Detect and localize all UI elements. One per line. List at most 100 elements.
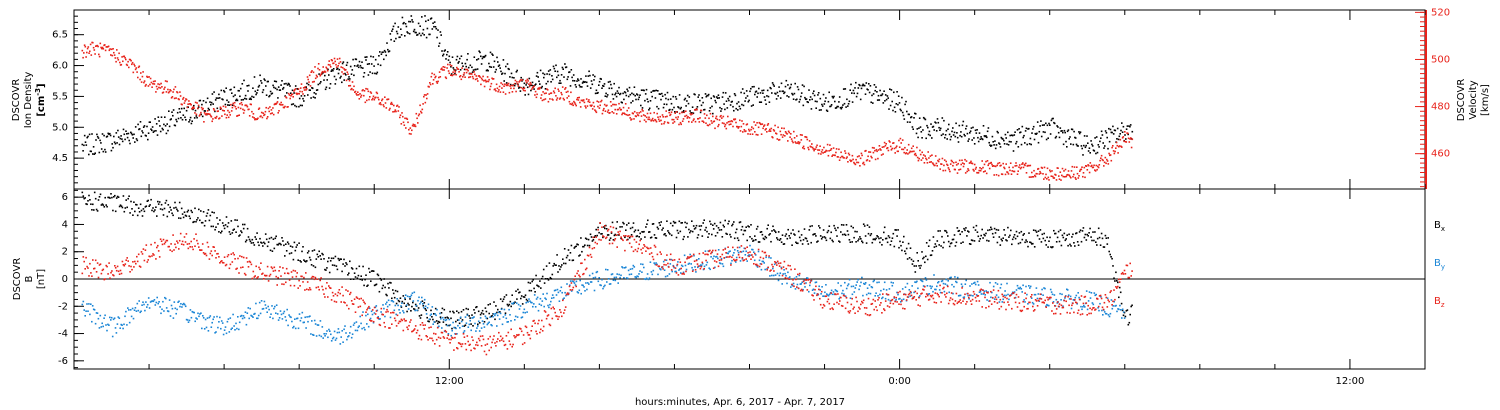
bx-series-point — [254, 236, 256, 238]
bx-series-point — [334, 255, 337, 258]
density-series-point — [183, 107, 185, 110]
by-series-point — [97, 317, 100, 320]
bx-series-point — [665, 234, 667, 237]
density-series-point — [1090, 140, 1092, 142]
bx-series-point — [771, 230, 773, 232]
bx-series-point — [358, 265, 361, 268]
by-series-point — [754, 254, 757, 256]
velocity-series-point — [917, 159, 920, 162]
velocity-series-point — [1040, 172, 1042, 175]
velocity-series-point — [719, 115, 722, 118]
bx-series-point — [699, 228, 702, 231]
bx-series-point — [920, 264, 922, 267]
density-series-point — [809, 99, 811, 101]
density-series-point — [91, 133, 93, 135]
density-series-point — [152, 131, 155, 133]
by-series-point — [298, 313, 301, 315]
bx-series-point — [956, 227, 959, 229]
by-series-point — [111, 335, 114, 338]
velocity-series-point — [689, 112, 692, 115]
by-series-point — [256, 317, 258, 320]
by-series-point — [154, 304, 157, 306]
bx-series-point — [326, 267, 328, 269]
by-series-point — [534, 306, 537, 308]
bx-series-point — [648, 231, 650, 233]
density-series-point — [656, 105, 658, 108]
by-series-point — [906, 282, 909, 285]
velocity-series-point — [1111, 146, 1113, 149]
velocity-series-point — [881, 146, 884, 148]
density-series-point — [796, 86, 799, 88]
bx-series-point — [362, 265, 364, 268]
velocity-series-point — [838, 159, 841, 161]
by-series-point — [248, 317, 250, 320]
by-series-point — [149, 301, 152, 303]
velocity-series-point — [1018, 166, 1020, 168]
velocity-series-point — [272, 113, 275, 116]
density-series-point — [694, 93, 696, 96]
velocity-series-point — [746, 123, 749, 125]
density-series-point — [1109, 128, 1112, 131]
by-series-point — [158, 301, 160, 303]
by-series-point — [726, 252, 728, 254]
velocity-series-point — [533, 85, 535, 87]
velocity-series-point — [366, 99, 368, 102]
by-series-point — [218, 321, 220, 323]
velocity-series-point — [740, 125, 743, 128]
by-series-point — [487, 322, 489, 325]
bx-series-point — [315, 258, 318, 260]
bx-series-point — [193, 220, 195, 223]
density-series-point — [912, 128, 914, 130]
by-series-point — [537, 309, 540, 312]
bx-series-point — [778, 239, 781, 241]
bx-series-point — [132, 214, 134, 216]
velocity-series-point — [209, 113, 211, 116]
bx-series-point — [240, 230, 242, 232]
by-series-point — [496, 314, 499, 317]
by-series-point — [230, 328, 232, 331]
density-series-point — [547, 80, 549, 83]
by-series-point — [431, 306, 434, 308]
velocity-series-point — [754, 124, 757, 126]
bx-series-point — [1080, 240, 1083, 243]
density-series-point — [1074, 136, 1076, 139]
bx-series-point — [1004, 234, 1006, 236]
velocity-series-point — [1121, 137, 1124, 139]
by-series-point — [632, 264, 635, 267]
by-series-point — [366, 323, 368, 325]
by-series-point — [756, 266, 759, 268]
velocity-series-point — [442, 66, 445, 68]
density-series-point — [380, 53, 383, 55]
by-series-point — [91, 320, 93, 323]
density-series-point — [513, 77, 515, 79]
by-series-point — [949, 276, 951, 279]
bx-series-point — [914, 271, 917, 273]
by-series-point — [440, 318, 442, 320]
density-series-point — [902, 114, 905, 117]
by-series-point — [284, 316, 287, 318]
density-series-point — [176, 111, 179, 114]
density-series-point — [151, 126, 154, 128]
velocity-series-point — [524, 89, 526, 92]
bx-series-point — [497, 308, 499, 311]
bx-series-point — [814, 233, 816, 235]
density-series-point — [258, 84, 261, 87]
velocity-series-point — [868, 160, 871, 162]
by-series-point — [546, 292, 548, 295]
by-series-point — [219, 316, 221, 319]
density-series-point — [121, 138, 123, 140]
velocity-series-point — [561, 93, 563, 96]
velocity-series-point — [928, 161, 931, 163]
density-series-point — [206, 97, 209, 100]
density-series-point — [1024, 130, 1027, 132]
by-series-point — [867, 292, 870, 295]
bx-series — [81, 191, 1133, 330]
density-series-point — [813, 94, 816, 97]
density-series-point — [1024, 142, 1026, 144]
velocity-series-point — [998, 162, 1001, 164]
velocity-series-point — [861, 154, 863, 157]
by-series-point — [473, 316, 475, 318]
velocity-series-point — [688, 117, 691, 119]
velocity-series-point — [1084, 176, 1086, 179]
density-series-point — [678, 94, 681, 96]
